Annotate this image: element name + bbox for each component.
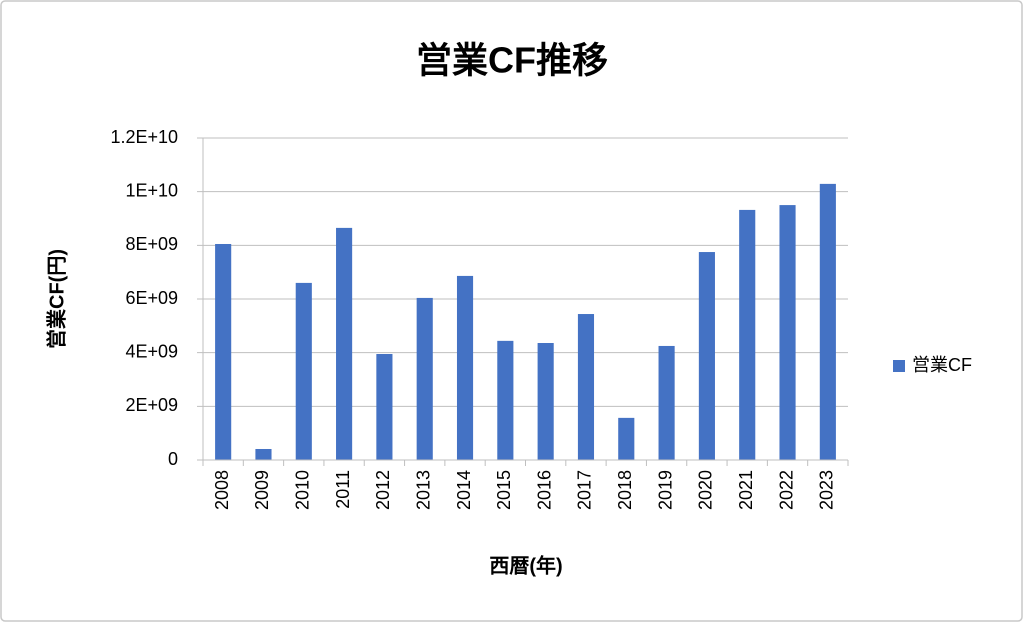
bar xyxy=(658,345,675,460)
x-tick-label: 2016 xyxy=(534,470,554,510)
x-tick-label: 2021 xyxy=(736,470,756,510)
y-tick-label: 1.2E+10 xyxy=(110,127,178,147)
bar xyxy=(739,209,756,460)
x-tick-label: 2015 xyxy=(494,470,514,510)
x-tick-label: 2009 xyxy=(252,470,272,510)
x-tick-label: 2014 xyxy=(454,470,474,510)
legend-swatch xyxy=(893,360,905,372)
y-tick-label: 6E+09 xyxy=(125,288,178,308)
x-tick-label: 2010 xyxy=(293,470,313,510)
legend-label: 営業CF xyxy=(912,355,972,375)
y-tick-label: 2E+09 xyxy=(125,395,178,415)
bar xyxy=(416,297,433,460)
x-tick-label: 2019 xyxy=(655,470,675,510)
y-axis-label: 営業CF(円) xyxy=(44,249,68,349)
x-tick-label: 2022 xyxy=(776,470,796,510)
bar xyxy=(618,417,635,460)
bar xyxy=(698,252,715,460)
x-tick-label: 2008 xyxy=(212,470,232,510)
x-tick-label: 2018 xyxy=(615,470,635,510)
bar xyxy=(577,314,595,460)
x-tick-label: 2023 xyxy=(817,470,837,510)
bar xyxy=(779,205,796,460)
bar xyxy=(295,282,312,460)
bar xyxy=(336,227,353,460)
chart-title: 営業CF推移 xyxy=(416,40,608,81)
bar xyxy=(255,448,272,460)
x-tick-label: 2012 xyxy=(373,470,393,510)
y-tick-label: 0 xyxy=(168,449,178,469)
x-tick-label: 2020 xyxy=(696,470,716,510)
bar xyxy=(456,275,474,460)
x-tick-label: 2013 xyxy=(413,470,433,510)
bar xyxy=(215,243,232,460)
bar xyxy=(376,354,393,460)
bar xyxy=(819,183,836,460)
x-axis-label: 西暦(年) xyxy=(489,553,562,577)
bar xyxy=(537,343,554,460)
y-tick-label: 4E+09 xyxy=(125,341,178,361)
y-tick-label: 1E+10 xyxy=(125,180,178,200)
x-tick-label: 2017 xyxy=(575,470,595,510)
x-tick-label: 2011 xyxy=(333,470,353,509)
bar xyxy=(497,340,514,460)
y-tick-label: 8E+09 xyxy=(125,234,178,254)
